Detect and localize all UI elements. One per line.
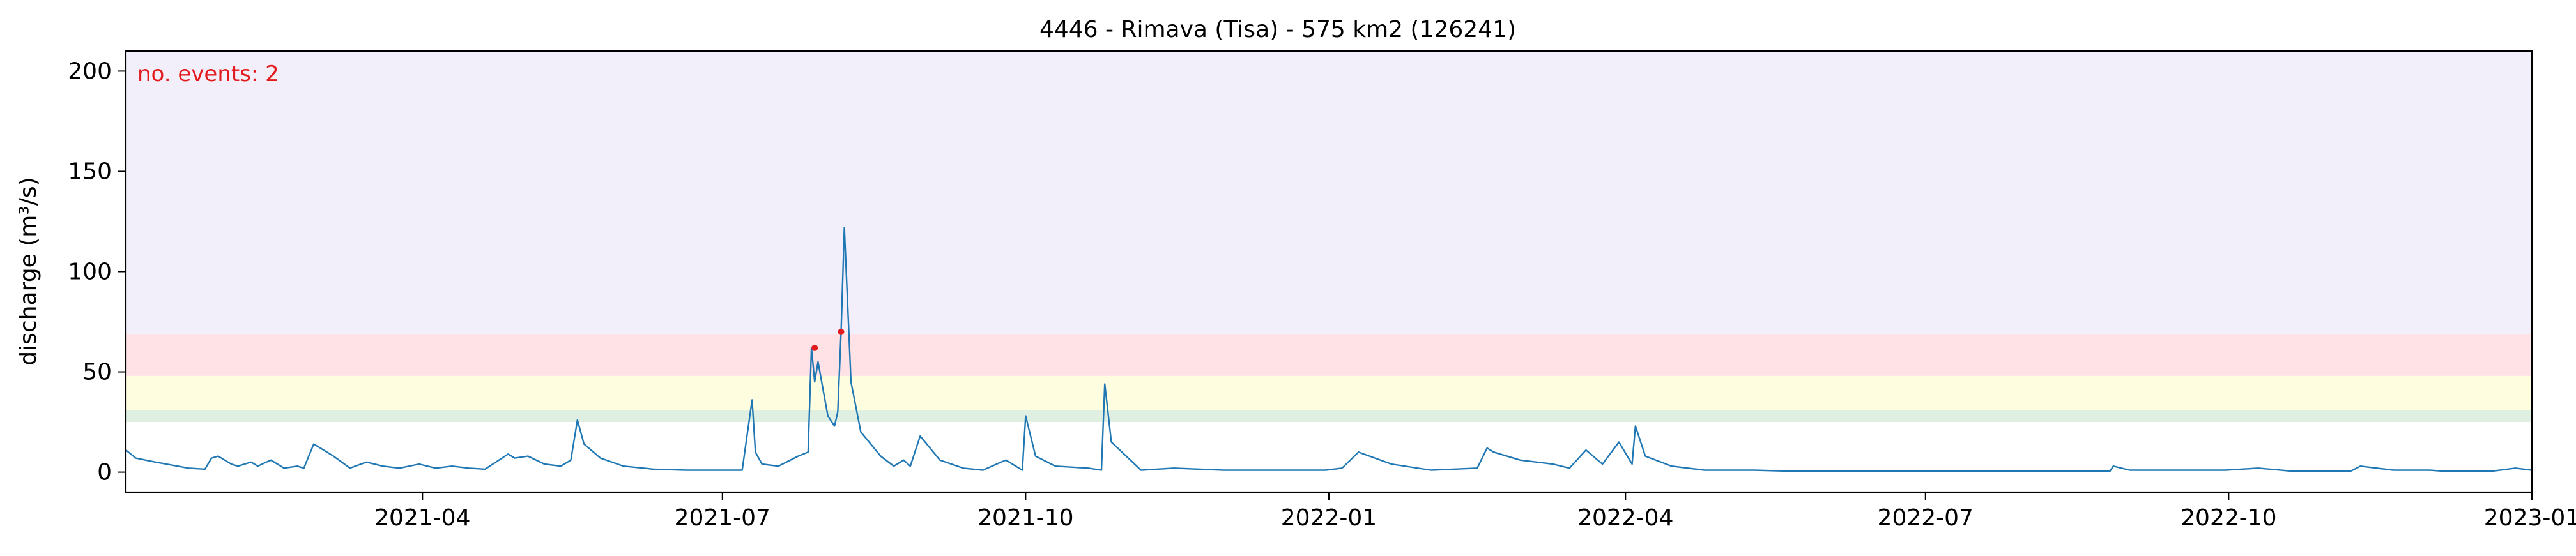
y-tick-label-4: 150 [68, 158, 112, 184]
x-tick-label-7: 2022-10 [2181, 505, 2276, 531]
discharge-line [125, 227, 2533, 472]
x-tick-label-1: 2021-04 [374, 505, 470, 531]
x-tick-label-8: 2023-01 [2484, 505, 2576, 531]
y-axis: 0 50 100 150 200 [68, 58, 126, 486]
threshold-band-4 [126, 51, 2532, 334]
event-marker-1 [811, 344, 818, 351]
threshold-band-2 [126, 375, 2532, 410]
y-tick-label-5: 200 [68, 58, 112, 84]
y-axis-label: discharge (m³/s) [15, 177, 42, 365]
x-tick-label-4: 2022-01 [1281, 505, 1377, 531]
y-tick-label-1: 0 [97, 460, 112, 486]
threshold-bands [126, 51, 2532, 423]
events-count-annotation: no. events: 2 [137, 61, 279, 87]
event-marker-2 [838, 328, 845, 335]
event-markers [811, 328, 845, 351]
y-tick-label-2: 50 [82, 359, 112, 386]
chart-title: 4446 - Rimava (Tisa) - 575 km2 (126241) [1039, 17, 1516, 43]
x-axis: 2021-04 2021-07 2021-10 2022-01 2022-04 2022-… [374, 492, 2576, 531]
threshold-band-3 [126, 333, 2532, 376]
y-tick-label-3: 100 [68, 259, 112, 285]
x-tick-label-5: 2022-04 [1577, 505, 1673, 531]
x-tick-label-2: 2021-07 [675, 505, 770, 531]
x-tick-label-3: 2021-10 [977, 505, 1073, 531]
discharge-series [125, 227, 2533, 472]
threshold-band-1 [126, 410, 2532, 423]
x-tick-label-6: 2022-07 [1878, 505, 1974, 531]
